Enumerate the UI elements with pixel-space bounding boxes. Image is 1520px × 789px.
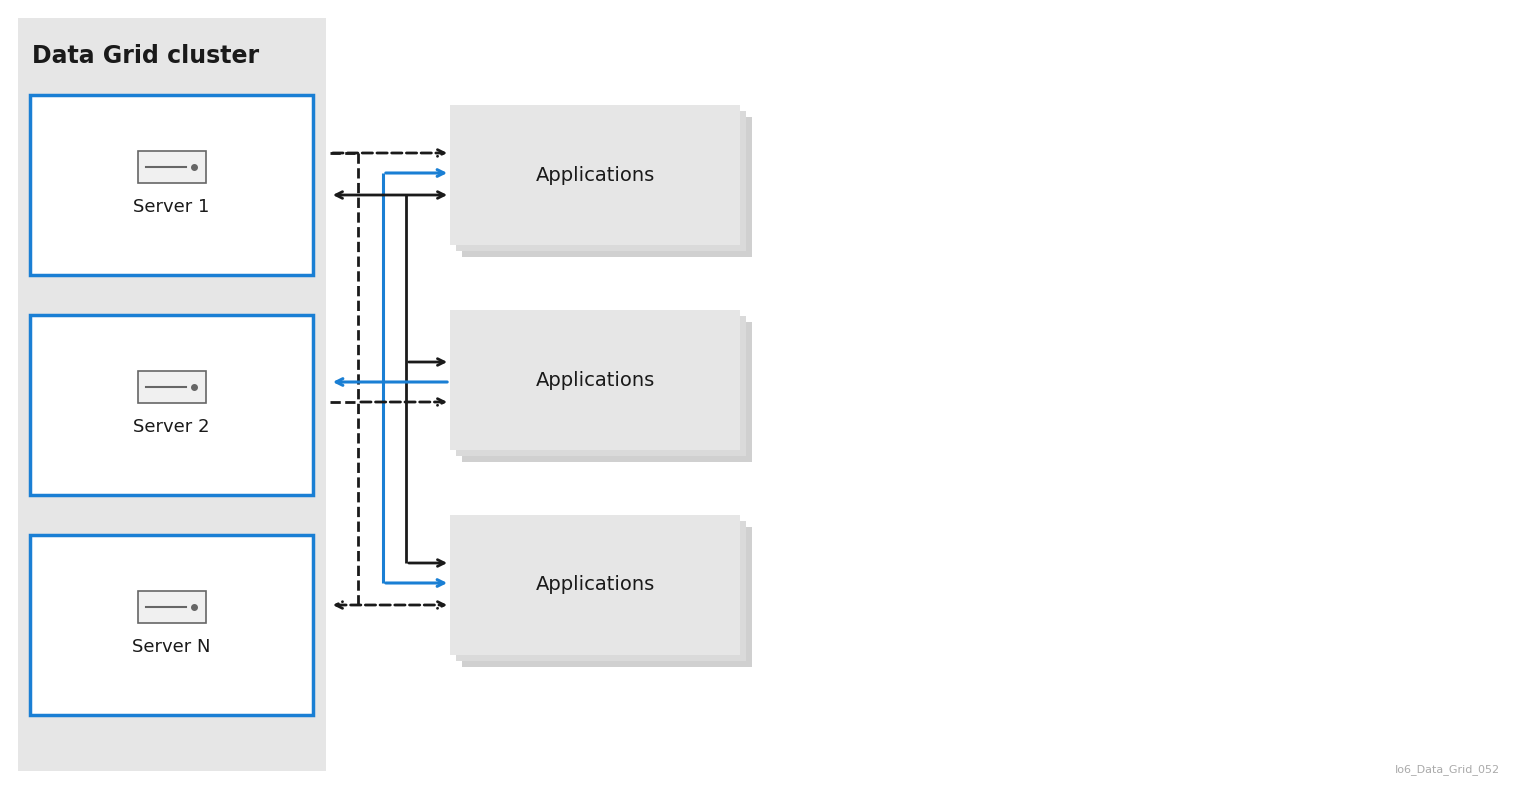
Text: Server N: Server N: [132, 638, 211, 656]
Text: Applications: Applications: [535, 371, 655, 390]
Text: Io6_Data_Grid_052: Io6_Data_Grid_052: [1395, 764, 1500, 775]
Bar: [450, 310, 740, 450]
Bar: [137, 591, 205, 623]
Bar: [30, 535, 313, 715]
Bar: [456, 521, 746, 661]
Bar: [137, 371, 205, 403]
Bar: [450, 105, 740, 245]
Text: Applications: Applications: [535, 166, 655, 185]
Text: Server 2: Server 2: [134, 418, 210, 436]
Bar: [462, 117, 752, 257]
Bar: [30, 95, 313, 275]
Bar: [450, 515, 740, 655]
Text: Applications: Applications: [535, 575, 655, 594]
Bar: [18, 18, 325, 771]
Text: Server 1: Server 1: [134, 198, 210, 216]
Bar: [456, 111, 746, 251]
Bar: [137, 151, 205, 183]
Bar: [462, 527, 752, 667]
Bar: [456, 316, 746, 456]
Text: Data Grid cluster: Data Grid cluster: [32, 44, 258, 68]
Bar: [462, 322, 752, 462]
Bar: [30, 315, 313, 495]
